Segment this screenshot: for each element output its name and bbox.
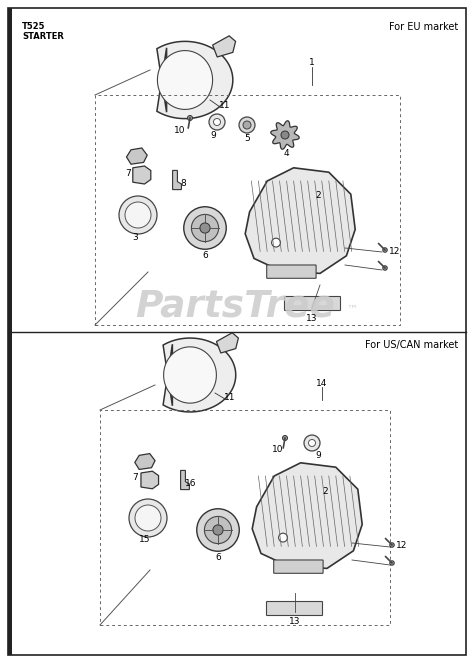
Circle shape	[279, 533, 287, 542]
Circle shape	[243, 121, 251, 129]
Polygon shape	[157, 50, 213, 109]
Text: 6: 6	[215, 554, 221, 562]
Text: T525
STARTER: T525 STARTER	[22, 22, 64, 41]
Text: 8: 8	[180, 178, 186, 188]
Polygon shape	[141, 471, 159, 489]
Polygon shape	[133, 166, 151, 184]
Bar	[95, 95, 400, 325]
Circle shape	[188, 115, 192, 121]
FancyBboxPatch shape	[266, 601, 322, 615]
Circle shape	[184, 207, 226, 249]
Text: 2: 2	[322, 487, 328, 497]
Circle shape	[283, 436, 288, 440]
Circle shape	[383, 266, 387, 271]
Text: 13: 13	[289, 617, 301, 627]
Polygon shape	[164, 347, 217, 403]
Bar	[100, 410, 390, 625]
Circle shape	[135, 505, 161, 531]
Text: 6: 6	[202, 251, 208, 259]
Circle shape	[125, 202, 151, 228]
Text: PartsTree: PartsTree	[135, 288, 335, 324]
Circle shape	[191, 214, 219, 241]
Text: 4: 4	[283, 149, 289, 158]
Text: 13: 13	[306, 314, 318, 322]
Circle shape	[204, 516, 232, 544]
Polygon shape	[252, 463, 362, 568]
Circle shape	[390, 543, 394, 547]
Circle shape	[281, 131, 289, 139]
Polygon shape	[181, 471, 190, 489]
FancyBboxPatch shape	[284, 296, 340, 310]
Text: For US/CAN market: For US/CAN market	[365, 340, 458, 350]
Polygon shape	[163, 338, 236, 412]
Text: 12: 12	[396, 542, 408, 550]
FancyBboxPatch shape	[267, 265, 316, 278]
Circle shape	[213, 119, 220, 125]
Text: 9: 9	[210, 131, 216, 139]
Text: 3: 3	[132, 233, 138, 241]
Circle shape	[309, 440, 316, 446]
Text: 7: 7	[125, 168, 131, 178]
Text: 16: 16	[185, 479, 197, 487]
Text: 5: 5	[244, 133, 250, 143]
Text: 15: 15	[139, 536, 151, 544]
Polygon shape	[157, 41, 233, 119]
Polygon shape	[135, 453, 155, 469]
Circle shape	[272, 238, 281, 247]
Circle shape	[383, 248, 387, 252]
Polygon shape	[217, 333, 238, 353]
Polygon shape	[245, 168, 355, 273]
Text: 7: 7	[132, 473, 138, 483]
Polygon shape	[213, 36, 236, 57]
Text: 1: 1	[309, 58, 315, 66]
Text: 12: 12	[389, 247, 401, 255]
Circle shape	[390, 561, 394, 566]
Text: 10: 10	[174, 125, 186, 135]
Polygon shape	[271, 121, 299, 149]
Circle shape	[129, 499, 167, 537]
Circle shape	[197, 509, 239, 551]
Circle shape	[213, 525, 223, 535]
Text: 14: 14	[316, 379, 328, 387]
Circle shape	[209, 114, 225, 130]
Text: 11: 11	[224, 392, 236, 402]
Text: 2: 2	[315, 190, 321, 200]
Polygon shape	[127, 148, 147, 164]
Bar	[8, 8, 12, 655]
Circle shape	[119, 196, 157, 234]
Circle shape	[304, 435, 320, 451]
Circle shape	[239, 117, 255, 133]
Polygon shape	[173, 170, 182, 190]
FancyBboxPatch shape	[273, 560, 323, 573]
Circle shape	[200, 223, 210, 233]
Text: For EU market: For EU market	[389, 22, 458, 32]
Text: ™: ™	[346, 305, 357, 315]
Text: 9: 9	[315, 450, 321, 459]
Text: 11: 11	[219, 101, 231, 109]
Text: 10: 10	[272, 446, 284, 455]
